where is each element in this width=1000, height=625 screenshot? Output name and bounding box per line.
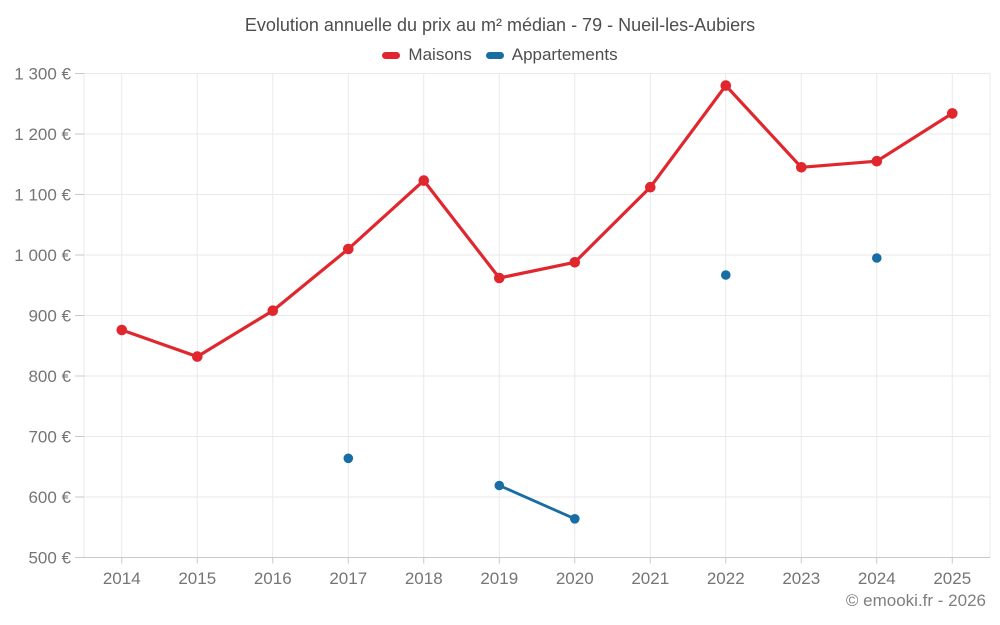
point-appartements-2019[interactable] <box>494 480 505 491</box>
legend-item-appartements[interactable]: Appartements <box>485 45 618 65</box>
point-appartements-2020[interactable] <box>570 514 580 524</box>
legend-label-maisons: Maisons <box>408 45 472 64</box>
x-axis-label-2021: 2021 <box>631 569 669 588</box>
y-axis-label-700: 700 € <box>28 428 71 447</box>
point-maisons-2022[interactable] <box>720 80 732 91</box>
y-axis-label-800: 800 € <box>28 367 71 386</box>
point-maisons-2020[interactable] <box>569 257 581 268</box>
y-axis-label-600: 600 € <box>28 488 71 507</box>
y-axis-label-1000: 1 000 € <box>14 246 71 265</box>
x-axis-label-2019: 2019 <box>480 569 518 588</box>
x-axis-label-2025: 2025 <box>933 569 971 588</box>
x-axis-label-2024: 2024 <box>858 569 896 588</box>
x-axis-label-2014: 2014 <box>103 569 141 588</box>
x-axis-label-2020: 2020 <box>556 569 594 588</box>
point-maisons-2025[interactable] <box>947 108 958 119</box>
legend-item-maisons[interactable]: Maisons <box>382 45 472 65</box>
y-axis-label-1200: 1 200 € <box>14 125 71 144</box>
point-maisons-2019[interactable] <box>494 272 505 284</box>
point-maisons-2018[interactable] <box>418 175 430 186</box>
legend-label-appartements: Appartements <box>511 45 618 64</box>
x-axis-label-2022: 2022 <box>707 569 745 588</box>
x-axis-label-2018: 2018 <box>405 569 443 588</box>
y-axis-label-900: 900 € <box>28 307 71 326</box>
point-appartements-2017[interactable] <box>343 453 354 464</box>
copyright-text: © emooki.fr - 2026 <box>845 591 986 610</box>
y-axis-label-500: 500 € <box>28 549 71 568</box>
point-maisons-2024[interactable] <box>871 155 883 167</box>
chart-title: Evolution annuelle du prix au m² médian … <box>244 15 756 35</box>
x-axis-label-2016: 2016 <box>254 569 292 588</box>
chart-legend: Maisons Appartements <box>0 45 1000 65</box>
legend-swatch-maisons <box>382 51 401 59</box>
y-axis-label-1100: 1 100 € <box>14 186 71 205</box>
x-axis-label-2017: 2017 <box>329 569 367 588</box>
point-maisons-2016[interactable] <box>267 305 279 317</box>
x-axis-label-2015: 2015 <box>178 569 216 588</box>
point-maisons-2021[interactable] <box>645 181 656 193</box>
line-appartements <box>497 484 577 521</box>
point-maisons-2017[interactable] <box>343 243 354 255</box>
line-maisons <box>120 84 954 359</box>
point-appartements-2024[interactable] <box>872 253 882 263</box>
point-maisons-2014[interactable] <box>116 324 128 336</box>
point-maisons-2015[interactable] <box>192 351 203 362</box>
legend-swatch-appartements <box>485 51 504 59</box>
y-axis-label-1300: 1 300 € <box>14 65 71 84</box>
point-appartements-2022[interactable] <box>721 270 731 280</box>
point-maisons-2023[interactable] <box>796 162 807 173</box>
x-axis-label-2023: 2023 <box>782 569 820 588</box>
